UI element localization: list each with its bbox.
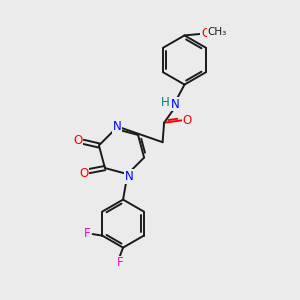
Text: F: F (84, 227, 91, 240)
Text: N: N (171, 98, 180, 111)
Text: O: O (201, 27, 210, 40)
Text: H: H (161, 95, 170, 109)
Text: F: F (117, 256, 123, 269)
Text: N: N (125, 170, 134, 183)
Text: CH₃: CH₃ (208, 27, 227, 38)
Text: O: O (183, 114, 192, 127)
Text: O: O (73, 134, 83, 147)
Text: N: N (112, 120, 121, 133)
Text: O: O (79, 167, 88, 180)
